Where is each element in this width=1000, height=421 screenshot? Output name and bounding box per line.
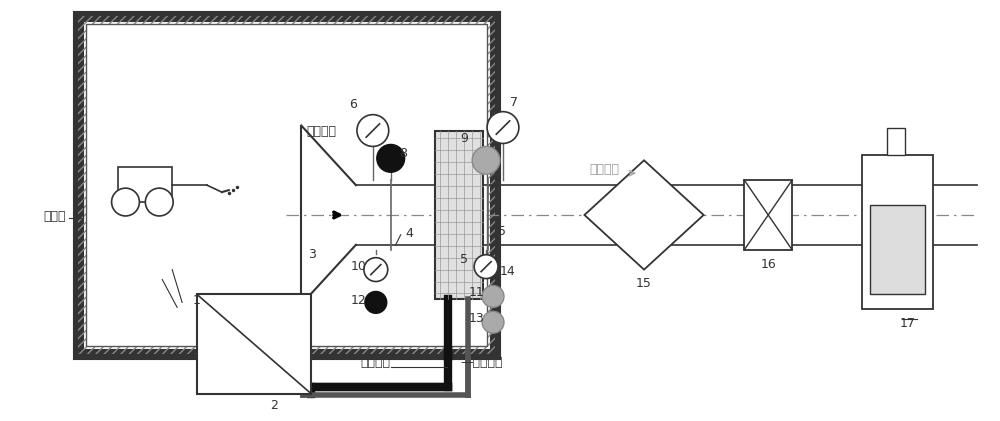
Polygon shape	[584, 160, 704, 269]
Bar	[118, 167, 172, 202]
Text: 5: 5	[460, 253, 468, 266]
Text: 高温回水: 高温回水	[361, 356, 391, 369]
Circle shape	[364, 258, 388, 282]
Text: 12: 12	[351, 294, 367, 307]
Text: 17: 17	[899, 317, 915, 330]
Circle shape	[474, 255, 498, 279]
Text: 9: 9	[460, 133, 468, 145]
Bar	[744, 180, 792, 250]
Text: 11: 11	[468, 286, 484, 299]
Bar	[197, 294, 311, 394]
Circle shape	[112, 188, 139, 216]
Text: 2: 2	[270, 399, 278, 412]
Text: —高温进水: —高温进水	[460, 356, 503, 369]
Circle shape	[482, 285, 504, 307]
Bar	[435, 131, 483, 299]
Text: 8: 8	[399, 147, 407, 160]
Bar	[86, 24, 487, 346]
Bar	[862, 155, 933, 309]
Text: 14: 14	[500, 264, 516, 277]
Text: 空气出口: 空气出口	[589, 163, 619, 176]
Text: 5: 5	[498, 225, 506, 238]
Bar	[78, 16, 495, 354]
Text: 16: 16	[760, 258, 776, 271]
Bar	[78, 16, 495, 354]
Text: 空气进口: 空气进口	[306, 125, 336, 139]
Text: 1: 1	[193, 294, 201, 307]
Circle shape	[145, 188, 173, 216]
Bar	[887, 128, 905, 155]
Text: 环境舱: 环境舱	[44, 210, 66, 223]
Circle shape	[377, 144, 405, 172]
Circle shape	[365, 291, 387, 313]
Text: 7: 7	[510, 96, 518, 109]
Text: 13: 13	[468, 312, 484, 325]
Circle shape	[487, 112, 519, 144]
Bar	[870, 205, 925, 294]
Circle shape	[357, 115, 389, 147]
Text: 3: 3	[308, 248, 316, 261]
Text: 15: 15	[636, 277, 652, 290]
Text: 4: 4	[406, 227, 414, 240]
Text: 10: 10	[351, 260, 367, 273]
Text: 6: 6	[349, 98, 357, 111]
Circle shape	[472, 147, 500, 174]
Circle shape	[482, 312, 504, 333]
